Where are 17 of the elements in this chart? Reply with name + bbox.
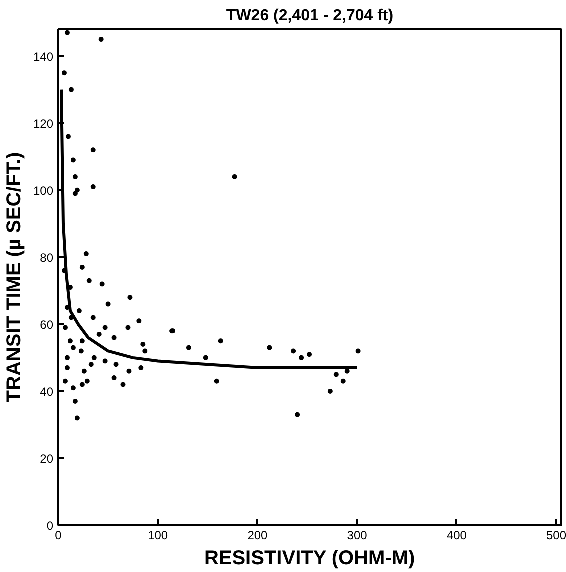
- x-tick-label: 0: [55, 528, 62, 542]
- y-tick-label: 100: [33, 184, 54, 198]
- y-tick-label: 120: [33, 116, 54, 131]
- y-tick-label: 40: [40, 384, 54, 399]
- x-tick-label: 500: [546, 528, 566, 542]
- y-tick-label: 0: [46, 519, 54, 533]
- x-tick-label: 100: [148, 528, 168, 542]
- x-tick-label: 300: [347, 528, 368, 542]
- y-tick-label: 60: [40, 318, 54, 332]
- chart-title: TW26 (2,401 - 2,704 ft): [226, 8, 394, 24]
- y-axis-title: TRANSIT TIME (µ SEC/FT.): [3, 152, 26, 403]
- y-tick-label: 140: [33, 50, 54, 64]
- y-tick-label: 20: [40, 452, 54, 466]
- x-tick-label: 400: [446, 528, 468, 542]
- x-axis-title: RESISTIVITY (OHM-M): [204, 548, 416, 570]
- y-tick-label: 80: [40, 250, 54, 265]
- x-tick-label: 200: [248, 528, 268, 542]
